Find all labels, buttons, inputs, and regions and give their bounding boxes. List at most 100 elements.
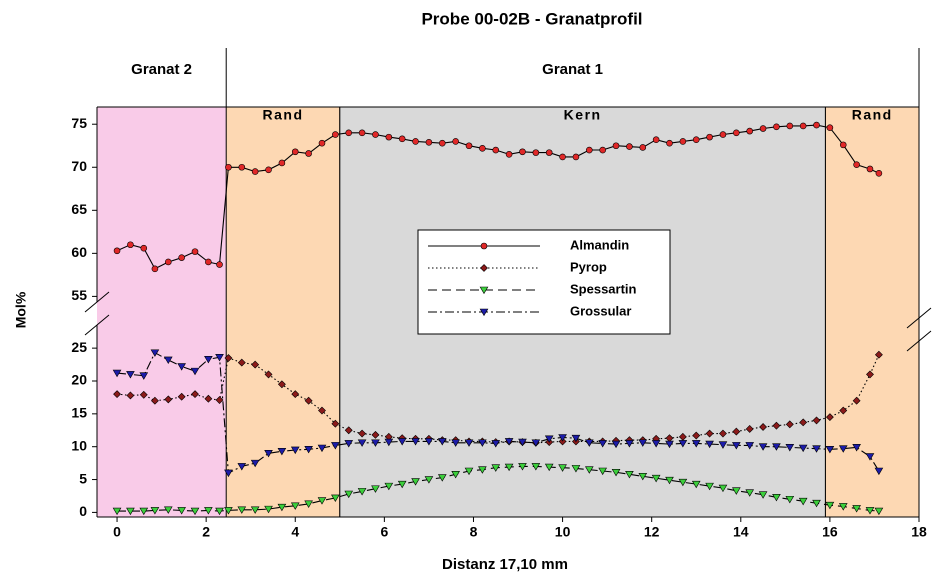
- marker: [412, 138, 419, 145]
- marker: [826, 124, 834, 131]
- marker: [127, 241, 134, 249]
- marker: [745, 442, 755, 450]
- marker: [163, 506, 173, 514]
- marker: [332, 131, 339, 138]
- marker: [358, 129, 366, 137]
- marker: [786, 122, 794, 130]
- marker: [798, 444, 808, 453]
- marker: [652, 136, 660, 144]
- marker: [225, 163, 232, 171]
- marker: [638, 439, 648, 447]
- marker: [215, 507, 224, 516]
- marker: [318, 139, 326, 147]
- marker: [237, 463, 247, 471]
- marker: [164, 258, 172, 266]
- marker: [331, 494, 340, 503]
- marker: [586, 146, 593, 154]
- x-tick-label: 2: [202, 524, 210, 540]
- y-tick-label: 5: [79, 470, 87, 486]
- marker: [838, 445, 848, 453]
- marker: [746, 127, 753, 135]
- legend-label: Grossular: [570, 303, 631, 318]
- marker: [371, 439, 380, 447]
- marker: [139, 372, 149, 380]
- marker: [113, 247, 121, 255]
- marker: [611, 469, 621, 477]
- marker: [625, 440, 634, 448]
- marker: [251, 360, 260, 369]
- marker: [204, 356, 213, 364]
- marker: [785, 444, 795, 452]
- marker: [665, 440, 674, 449]
- marker: [358, 429, 367, 438]
- marker: [451, 470, 460, 479]
- marker: [825, 413, 834, 422]
- marker: [651, 474, 661, 483]
- marker: [478, 439, 487, 447]
- marker: [584, 439, 594, 447]
- marker: [191, 390, 199, 399]
- x-tick-label: 8: [470, 524, 478, 540]
- marker: [839, 406, 848, 415]
- legend-box: [417, 229, 671, 335]
- marker: [304, 500, 313, 508]
- marker: [224, 507, 233, 515]
- marker: [706, 133, 713, 141]
- marker: [317, 497, 327, 505]
- marker: [398, 135, 406, 143]
- marker: [163, 356, 173, 365]
- marker: [139, 390, 148, 399]
- marker: [204, 507, 213, 515]
- marker: [865, 453, 875, 461]
- marker: [264, 449, 273, 458]
- marker: [544, 435, 554, 443]
- zone-label: Rand: [263, 107, 304, 123]
- y-tick-label: 20: [71, 372, 87, 388]
- marker: [478, 466, 487, 474]
- marker: [237, 506, 247, 514]
- marker: [224, 354, 233, 362]
- y-tick-label: 15: [71, 405, 87, 421]
- marker: [215, 396, 224, 404]
- marker: [875, 169, 883, 177]
- marker: [126, 391, 135, 400]
- marker: [732, 427, 741, 436]
- marker: [437, 474, 447, 482]
- marker: [719, 429, 727, 438]
- marker: [705, 440, 714, 449]
- marker: [584, 466, 594, 474]
- y-axis-label: Mol%: [13, 291, 29, 328]
- marker: [544, 463, 554, 472]
- y-tick-label: 55: [71, 287, 87, 303]
- x-tick-label: 4: [291, 524, 299, 540]
- marker: [852, 505, 861, 513]
- marker: [505, 151, 513, 158]
- marker: [785, 495, 795, 504]
- marker: [639, 144, 647, 151]
- marker: [397, 438, 407, 446]
- marker: [150, 349, 160, 357]
- marker: [678, 440, 688, 448]
- marker: [874, 507, 884, 516]
- marker: [291, 148, 299, 156]
- x-tick-label: 6: [380, 524, 388, 540]
- marker: [164, 395, 173, 404]
- marker: [371, 430, 380, 439]
- marker: [277, 503, 287, 512]
- marker: [452, 138, 459, 145]
- marker: [437, 438, 447, 446]
- x-axis-label: Distanz 17,10 mm: [442, 556, 568, 573]
- marker: [438, 139, 446, 147]
- y-tick-label: 75: [71, 115, 87, 131]
- marker: [384, 438, 394, 447]
- marker: [572, 153, 580, 161]
- marker: [480, 242, 488, 250]
- marker: [411, 478, 420, 486]
- marker: [150, 396, 159, 405]
- marker: [866, 165, 874, 173]
- marker: [344, 426, 353, 435]
- marker: [264, 370, 273, 379]
- marker: [492, 146, 500, 154]
- marker: [599, 146, 606, 154]
- marker: [531, 463, 541, 471]
